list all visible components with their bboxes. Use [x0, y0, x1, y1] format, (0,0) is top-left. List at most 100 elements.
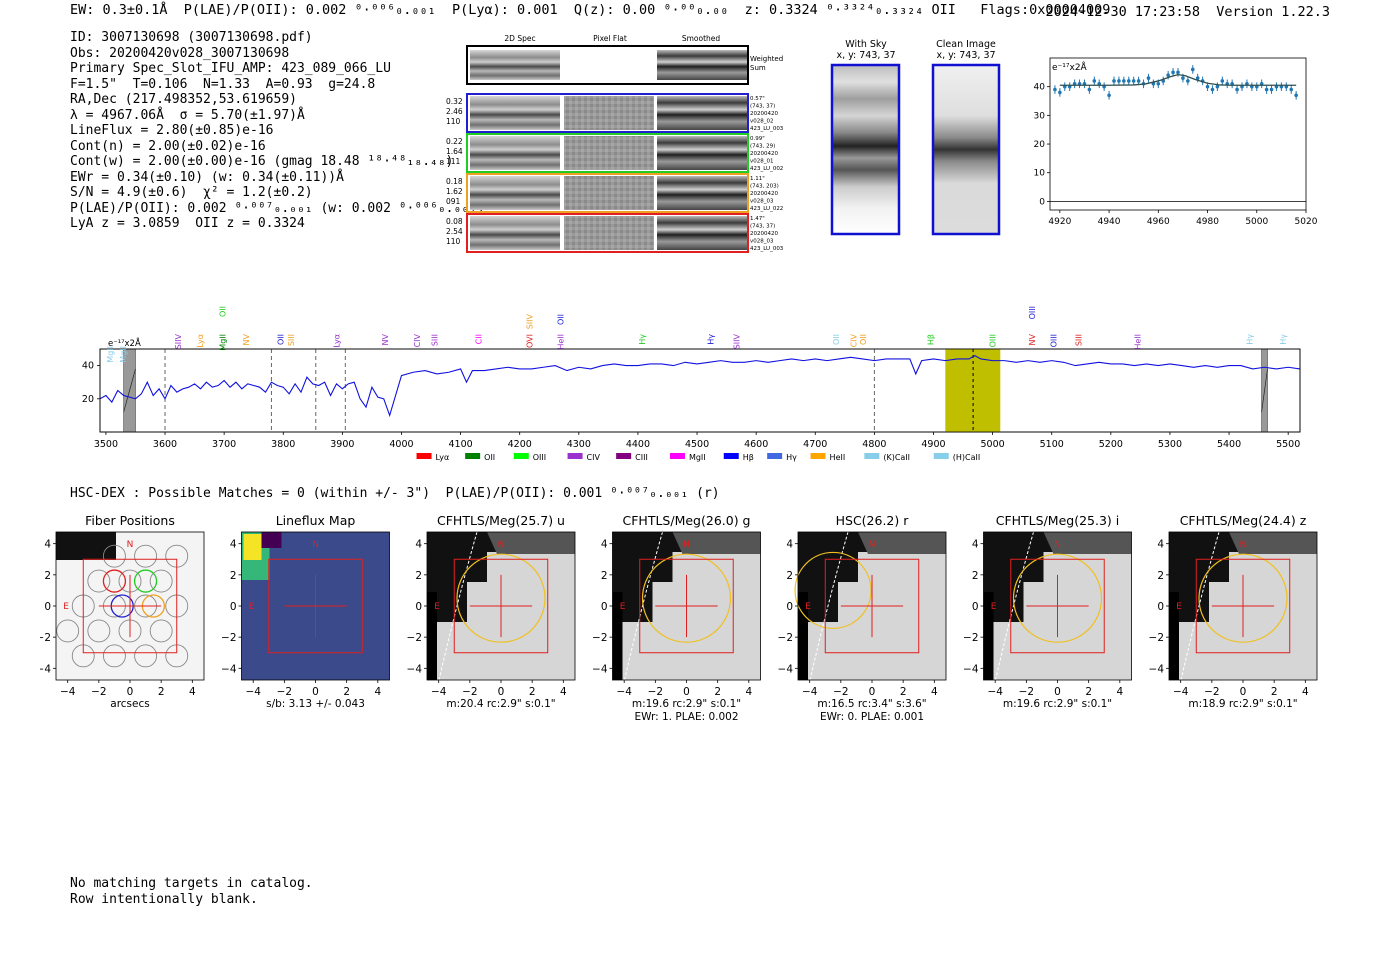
zoom-xtick-label: 5020 — [1295, 217, 1318, 227]
legend-label: MgII — [689, 453, 706, 462]
spectrum-xtick-label: 5400 — [1217, 439, 1241, 450]
line-id-label: Hγ — [1246, 334, 1255, 345]
cutout-2d-spec — [470, 216, 560, 250]
north-marker: N — [127, 540, 134, 550]
cutout-row-meta: (743, 29) — [750, 144, 775, 150]
stamp-ytick-label: −4 — [1149, 663, 1165, 675]
stamp-ytick-label: −2 — [221, 632, 236, 644]
stamp-ytick-label: 0 — [44, 601, 51, 613]
fiber-circle-green — [133, 569, 158, 593]
stamp-ytick-label: 4 — [415, 539, 422, 551]
zoom-data-point — [1269, 87, 1274, 92]
line-id-label: Lyα — [332, 334, 341, 348]
fiber-circle — [134, 644, 158, 668]
zoom-data-point — [1117, 79, 1121, 83]
search-box — [639, 558, 734, 654]
stamp-xtick-label: 4 — [189, 686, 196, 698]
stamp-xtick-label: 2 — [900, 686, 907, 698]
east-marker: E — [249, 602, 255, 612]
stamp-caption: EWr: 1. PLAE: 0.002 — [634, 711, 738, 723]
stamp-ytick-label: −2 — [407, 632, 422, 644]
cutout-smoothed — [657, 176, 747, 210]
legend-label: Lyα — [436, 453, 450, 462]
stamp-panel: CFHTLS/Meg(26.0) g N E 4 2 0 −2 −4 −4 −2 0 2 4 m:19.6… — [592, 513, 761, 723]
imaging-stamps-row: Fiber Positions N E 4 2 0 −2 −4 −4 −2 0 2 4 arcsecs Li… — [40, 513, 1318, 723]
cutout-row-frame — [466, 133, 749, 173]
cutout-row-meta: v028_03 — [750, 199, 774, 205]
spectrum-xtick-label: 4500 — [685, 439, 709, 450]
cutout-row-stat: 1.62 — [446, 187, 463, 196]
cutout-row-frame — [466, 173, 749, 213]
stamp-ytick-label: −4 — [778, 663, 794, 675]
spectrum-xtick-label: 5300 — [1158, 439, 1182, 450]
zoom-xtick-label: 4980 — [1196, 217, 1219, 227]
line-id-label: HeII — [1133, 334, 1142, 350]
stamp-caption: m:18.9 rc:2.9" s:0.1" — [1188, 698, 1297, 710]
stamp-title: CFHTLS/Meg(26.0) g — [623, 513, 751, 528]
stamp-bright-source — [1169, 532, 1249, 622]
zoom-ytick-label: 10 — [1034, 169, 1046, 179]
legend-swatch — [933, 453, 949, 459]
legend-swatch — [723, 453, 739, 459]
stamp-diffraction — [858, 532, 946, 554]
stamp-ytick-label: 2 — [1157, 570, 1164, 582]
cutout-row-meta: v028_01 — [750, 159, 774, 165]
line-id-label: OIII — [1049, 334, 1058, 347]
stamp-ytick-label: 4 — [601, 539, 608, 551]
line-id-label: Hγ — [707, 334, 716, 345]
cutout-2d-spec — [470, 176, 560, 210]
zoom-data-point — [1171, 70, 1175, 75]
stamp-contour — [809, 531, 849, 681]
zoom-data-point — [1181, 76, 1185, 80]
line-id-label: Hγ — [638, 334, 647, 345]
spectrum-xtick-label: 3800 — [271, 439, 295, 450]
zoom-data-point — [1092, 79, 1097, 83]
cutout-row-meta: 423_LU_003 — [750, 126, 784, 132]
cutout-row-stat: 110 — [446, 117, 461, 126]
clean-image-title: Clean Image — [936, 39, 996, 50]
stamp-panel: Lineflux Map N E 4 2 0 −2 −4 −4 −2 0 2 4 s/b: 3.13 +/… — [221, 513, 390, 710]
line-id-label: OVI — [526, 334, 535, 348]
info-line: ID: 3007130698 (3007130698.pdf) — [70, 30, 313, 45]
north-marker: N — [1240, 540, 1247, 550]
line-id-label: OII — [556, 314, 565, 325]
stamp-ytick-label: 0 — [786, 601, 793, 613]
cutout-row-meta: 423_LU_002 — [750, 166, 783, 172]
zoom-data-point — [1186, 79, 1190, 83]
weighted-sum-label: Sum — [750, 64, 766, 72]
fiber-circle — [87, 619, 111, 643]
info-line: RA,Dec (217.498352,53.619659) — [70, 92, 297, 107]
line-id-label: SIII — [431, 334, 440, 346]
cutout-col-title: Pixel Flat — [593, 34, 627, 43]
with-sky-image — [830, 63, 901, 236]
zoom-data-point — [1146, 76, 1151, 80]
blank-note-line: Row intentionally blank. — [70, 891, 258, 907]
spectrum-xtick-label: 4200 — [508, 439, 532, 450]
stamp-caption: EWr: 0. PLAE: 0.001 — [820, 711, 924, 723]
blank-row-note: No matching targets in catalog. Row inte… — [70, 876, 313, 907]
cutout-row-stat: 111 — [446, 157, 461, 166]
zoom-data-point — [1205, 84, 1210, 89]
stamp-xtick-label: −2 — [648, 686, 663, 698]
zoom-ytick-label: 0 — [1039, 197, 1045, 207]
cutout-pixel-flat — [564, 216, 654, 250]
stamp-xtick-label: 2 — [158, 686, 165, 698]
stamp-ytick-label: 0 — [415, 601, 422, 613]
east-marker: E — [1176, 602, 1182, 612]
zoom-data-point — [1220, 79, 1225, 83]
legend-label: Hγ — [786, 453, 797, 462]
legend-label: CIII — [635, 453, 648, 462]
cutout-row-meta: v028_02 — [750, 119, 774, 125]
search-box — [268, 558, 363, 654]
stamp-xtick-label: 4 — [745, 686, 752, 698]
stamp-ytick-label: 0 — [1157, 601, 1164, 613]
stamp-edge — [983, 592, 994, 680]
spectrum-xtick-label: 3900 — [330, 439, 354, 450]
stamp-edge — [1169, 592, 1179, 680]
sky-panels: With Sky x, y: 743, 37 Clean Image x, y:… — [830, 39, 1001, 236]
line-id-label: Hγ — [1279, 334, 1288, 345]
zoom-data-point — [1176, 70, 1180, 75]
fiber-circle — [56, 619, 80, 643]
stamp-xtick-label: 0 — [1240, 686, 1247, 698]
spectrum-xtick-label: 4600 — [744, 439, 768, 450]
